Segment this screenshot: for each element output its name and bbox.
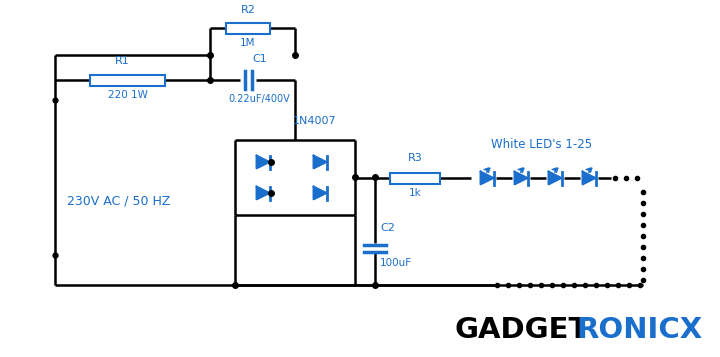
Bar: [226, 22, 270, 34]
Text: GADGET: GADGET: [455, 316, 590, 344]
Text: R2: R2: [240, 5, 256, 15]
Text: R3: R3: [408, 153, 423, 163]
Polygon shape: [256, 186, 269, 200]
Polygon shape: [256, 156, 269, 169]
Text: 0.22uF/400V: 0.22uF/400V: [228, 94, 289, 104]
Text: 1k: 1k: [409, 188, 421, 198]
Text: RONICX: RONICX: [576, 316, 702, 344]
Polygon shape: [582, 171, 595, 185]
Polygon shape: [549, 171, 562, 185]
Bar: [90, 75, 165, 85]
Text: 100uF: 100uF: [380, 258, 412, 268]
Polygon shape: [480, 171, 493, 185]
Text: 230V AC / 50 HZ: 230V AC / 50 HZ: [67, 195, 171, 208]
Text: R1: R1: [115, 56, 130, 66]
Text: White LED's 1-25: White LED's 1-25: [492, 138, 593, 151]
Polygon shape: [515, 171, 528, 185]
Text: C2: C2: [380, 223, 395, 233]
Text: 220 1W: 220 1W: [107, 90, 148, 100]
Text: C1: C1: [252, 54, 266, 64]
Bar: [390, 172, 440, 183]
Text: 1M: 1M: [240, 38, 256, 48]
Polygon shape: [313, 156, 326, 169]
Polygon shape: [313, 186, 326, 200]
Text: 1N4007: 1N4007: [293, 116, 337, 126]
